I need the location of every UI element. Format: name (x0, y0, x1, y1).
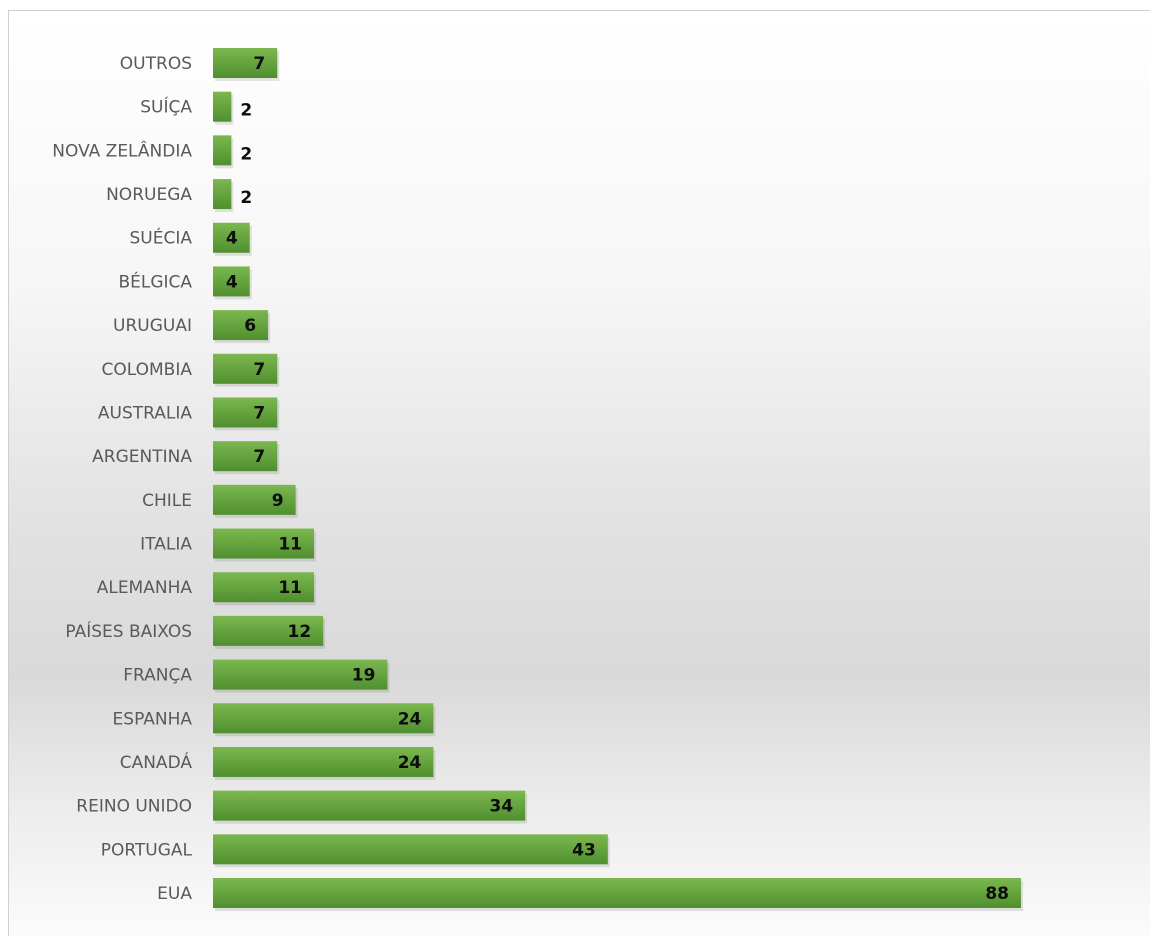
bar (213, 484, 296, 515)
category-label: CANADÁ (120, 751, 193, 773)
bar (213, 179, 232, 210)
value-label: 24 (398, 753, 422, 773)
category-label: FRANÇA (123, 666, 192, 686)
category-label: EUA (157, 884, 192, 904)
bar (213, 48, 278, 78)
bar (213, 91, 232, 122)
value-label: 4 (226, 272, 238, 292)
value-label: 12 (288, 622, 312, 642)
value-label: 7 (253, 360, 265, 380)
bar-row: SUÍÇA 2 (140, 91, 252, 125)
value-label: 2 (240, 101, 252, 121)
category-label: PAÍSES BAIXOS (65, 620, 192, 642)
bar-row: ARGENTINA 7 (92, 441, 280, 475)
bar (213, 746, 434, 777)
value-label: 43 (572, 840, 596, 860)
bar (213, 572, 314, 603)
value-label: 2 (240, 144, 252, 164)
value-label: 88 (985, 884, 1009, 904)
value-label: 34 (490, 797, 514, 817)
value-label: 7 (253, 54, 265, 74)
value-label: 11 (278, 578, 302, 598)
category-label: CHILE (142, 491, 192, 511)
value-label: 19 (352, 666, 376, 686)
bar (213, 528, 314, 559)
value-label: 11 (278, 535, 302, 555)
category-label: ALEMANHA (97, 578, 193, 598)
bars-group: OUTROS 7 SUÍÇA 2 NOVA ZELÂNDIA 2 NORUEGA 2 SUÉCI… (52, 48, 1023, 911)
bar (213, 878, 1021, 908)
bar (213, 441, 278, 472)
value-label: 9 (272, 491, 284, 511)
bar-row: FRANÇA 19 (123, 659, 390, 693)
bar-row: BÉLGICA 4 (118, 266, 252, 300)
bar-row: REINO UNIDO 34 (76, 790, 528, 824)
bar-row: OUTROS 7 (120, 48, 280, 81)
bar (213, 310, 269, 341)
bar-row: ITALIA 11 (140, 528, 316, 562)
bar (213, 353, 278, 384)
value-label: 2 (240, 188, 252, 208)
bar (213, 703, 434, 734)
category-label: NORUEGA (106, 185, 192, 205)
category-label: SUÉCIA (130, 227, 193, 249)
bar-row: PORTUGAL 43 (101, 834, 610, 868)
bar (213, 790, 526, 821)
bar-row: COLOMBIA 7 (102, 353, 280, 387)
bar-row: NOVA ZELÂNDIA 2 (52, 135, 252, 169)
bar (213, 266, 250, 297)
bar-row: PAÍSES BAIXOS 12 (65, 615, 326, 649)
bar-row: URUGUAI 6 (113, 310, 271, 344)
category-label: REINO UNIDO (76, 797, 192, 817)
value-label: 6 (244, 316, 256, 336)
value-label: 24 (398, 709, 422, 729)
bar (213, 615, 324, 646)
bar-row: ESPANHA 24 (113, 703, 436, 737)
bar (213, 659, 388, 690)
category-label: URUGUAI (113, 316, 192, 336)
value-label: 4 (226, 229, 238, 249)
bar-row: CANADÁ 24 (120, 746, 436, 780)
category-label: AUSTRALIA (98, 403, 192, 423)
category-label: SUÍÇA (140, 96, 192, 118)
category-label: ARGENTINA (92, 447, 192, 467)
bar-row: CHILE 9 (142, 484, 298, 518)
chart-area (8, 10, 1150, 936)
bar-row: SUÉCIA 4 (130, 222, 252, 256)
category-label: NOVA ZELÂNDIA (52, 139, 192, 161)
bar-row: NORUEGA 2 (106, 179, 252, 213)
category-label: ESPANHA (113, 709, 193, 729)
value-label: 7 (253, 447, 265, 467)
category-label: PORTUGAL (101, 840, 193, 860)
bar (213, 397, 278, 428)
category-label: ITALIA (140, 535, 192, 555)
category-label: OUTROS (120, 54, 192, 74)
category-label: COLOMBIA (102, 360, 193, 380)
bar (213, 135, 232, 166)
bar (213, 222, 250, 253)
bar (213, 834, 608, 865)
bar-row: AUSTRALIA 7 (98, 397, 280, 431)
value-label: 7 (253, 403, 265, 423)
category-label: BÉLGICA (118, 270, 192, 292)
bar-row: EUA 88 (157, 878, 1023, 911)
bar-row: ALEMANHA 11 (97, 572, 316, 606)
